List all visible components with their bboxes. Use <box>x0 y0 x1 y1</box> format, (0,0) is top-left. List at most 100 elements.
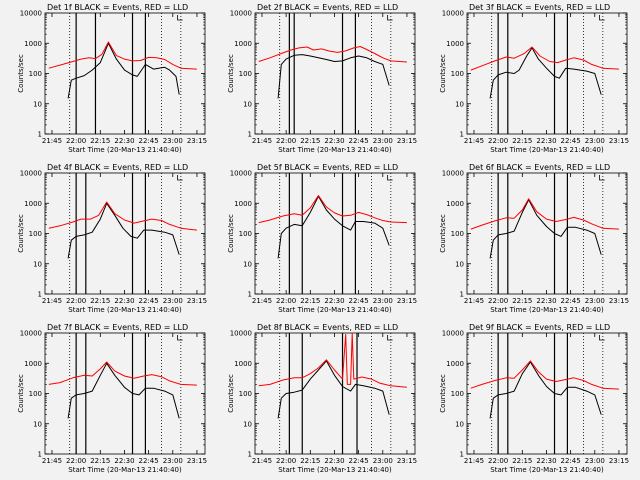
x-tick-label: 23:00 <box>585 457 605 465</box>
x-tick-label: 22:15 <box>90 457 110 465</box>
panel-title: Det 4f BLACK = Events, RED = LLD <box>47 163 188 172</box>
y-axis-label: Counts/sec <box>227 54 235 93</box>
x-tick-label: 22:00 <box>276 137 296 145</box>
detector-panel: Det 7f BLACK = Events, RED = LLD 1 10 100 10… <box>17 323 207 474</box>
y-tick-label: 1 <box>248 291 252 299</box>
x-tick-label: 22:15 <box>300 297 320 305</box>
x-tick-label: 21:45 <box>252 457 272 465</box>
x-tick-label: 23:00 <box>585 137 605 145</box>
x-tick-label: 23:15 <box>397 297 417 305</box>
lld-series-line <box>470 360 619 390</box>
x-tick-label: 22:15 <box>300 137 320 145</box>
y-tick-label: 1000 <box>234 200 252 208</box>
x-tick-label: 22:30 <box>114 457 134 465</box>
lld-series-line <box>470 46 619 71</box>
y-tick-label: 1000 <box>234 360 252 368</box>
x-tick-label: 23:00 <box>163 297 183 305</box>
x-tick-label: 22:30 <box>536 457 556 465</box>
y-tick-label: 10000 <box>442 170 464 178</box>
lld-series-line <box>48 201 197 231</box>
events-series-line <box>489 361 602 419</box>
x-axis-label: Start Time (20-Mar-13 21:40:40) <box>490 466 604 474</box>
y-tick-label: 10000 <box>230 10 252 18</box>
y-tick-label: 1 <box>460 451 464 459</box>
x-axis-label: Start Time (20-Mar-13 21:40:40) <box>278 306 392 314</box>
lld-series-line <box>258 195 407 224</box>
x-tick-label: 22:30 <box>324 297 344 305</box>
x-axis-label: Start Time (20-Mar-13 21:40:40) <box>490 146 604 154</box>
y-tick-label: 1 <box>38 451 42 459</box>
bracket-mark <box>599 335 605 341</box>
y-tick-label: 100 <box>239 230 252 238</box>
bracket-mark <box>387 335 393 341</box>
lld-series-line <box>258 46 407 63</box>
events-series-line <box>489 47 602 99</box>
x-tick-label: 22:45 <box>349 137 369 145</box>
x-tick-label: 23:15 <box>609 457 629 465</box>
events-series-line <box>67 202 180 259</box>
y-tick-label: 10000 <box>230 330 252 338</box>
x-tick-label: 22:00 <box>488 457 508 465</box>
lld-series-line <box>470 198 619 230</box>
y-tick-label: 1 <box>460 131 464 139</box>
panel-title: Det 6f BLACK = Events, RED = LLD <box>469 163 610 172</box>
detector-panel: Det 8f BLACK = Events, RED = LLD 1 10 100 10… <box>227 323 417 474</box>
x-tick-label: 23:00 <box>373 297 393 305</box>
y-tick-label: 1 <box>38 291 42 299</box>
x-tick-label: 21:45 <box>252 137 272 145</box>
y-tick-label: 10 <box>243 260 252 268</box>
x-axis-label: Start Time (20-Mar-13 21:40:40) <box>490 306 604 314</box>
y-tick-label: 10 <box>33 100 42 108</box>
x-axis-label: Start Time (20-Mar-13 21:40:40) <box>68 306 182 314</box>
events-series-line <box>67 42 180 99</box>
x-tick-label: 23:15 <box>397 457 417 465</box>
x-axis-label: Start Time (20-Mar-13 21:40:40) <box>278 146 392 154</box>
y-tick-label: 1000 <box>446 360 464 368</box>
x-tick-label: 21:45 <box>252 297 272 305</box>
y-tick-label: 10 <box>455 260 464 268</box>
y-axis-label: Counts/sec <box>227 374 235 413</box>
events-series-line <box>67 362 180 419</box>
panel-title: Det 8f BLACK = Events, RED = LLD <box>257 323 398 332</box>
bracket-mark <box>599 15 605 21</box>
detector-panel: Det 5f BLACK = Events, RED = LLD 1 10 100 10… <box>227 163 417 314</box>
bracket-mark <box>387 175 393 181</box>
y-tick-label: 1 <box>248 451 252 459</box>
events-series-line <box>277 360 390 419</box>
x-tick-label: 22:15 <box>90 297 110 305</box>
x-tick-label: 23:15 <box>187 297 207 305</box>
y-tick-label: 100 <box>239 390 252 398</box>
events-series-line <box>489 199 602 259</box>
bracket-mark <box>177 335 183 341</box>
x-tick-label: 22:15 <box>512 297 532 305</box>
x-tick-label: 23:15 <box>609 297 629 305</box>
bracket-mark <box>387 15 393 21</box>
y-tick-label: 10000 <box>20 170 42 178</box>
y-axis-label: Counts/sec <box>17 214 25 253</box>
y-tick-label: 1000 <box>234 40 252 48</box>
y-tick-label: 1000 <box>24 360 42 368</box>
lld-series-line <box>48 41 197 70</box>
x-tick-label: 23:00 <box>163 457 183 465</box>
detector-panel: Det 9f BLACK = Events, RED = LLD 1 10 100 10… <box>439 323 629 474</box>
detector-panel: Det 6f BLACK = Events, RED = LLD 1 10 100 10… <box>439 163 629 314</box>
bracket-mark <box>599 175 605 181</box>
x-tick-label: 22:15 <box>300 457 320 465</box>
y-tick-label: 100 <box>29 230 42 238</box>
x-tick-label: 22:30 <box>324 137 344 145</box>
x-axis-label: Start Time (20-Mar-13 21:40:40) <box>68 466 182 474</box>
x-tick-label: 22:30 <box>536 297 556 305</box>
x-tick-label: 21:45 <box>464 137 484 145</box>
x-tick-label: 23:00 <box>585 297 605 305</box>
y-tick-label: 10000 <box>442 330 464 338</box>
y-axis-label: Counts/sec <box>439 214 447 253</box>
y-axis-label: Counts/sec <box>439 374 447 413</box>
x-tick-label: 22:45 <box>561 137 581 145</box>
y-tick-label: 10 <box>243 420 252 428</box>
bracket-mark <box>177 15 183 21</box>
x-tick-label: 22:00 <box>66 457 86 465</box>
y-tick-label: 10000 <box>230 170 252 178</box>
detector-panel: Det 4f BLACK = Events, RED = LLD 1 10 100 10… <box>17 163 207 314</box>
y-tick-label: 1000 <box>24 200 42 208</box>
